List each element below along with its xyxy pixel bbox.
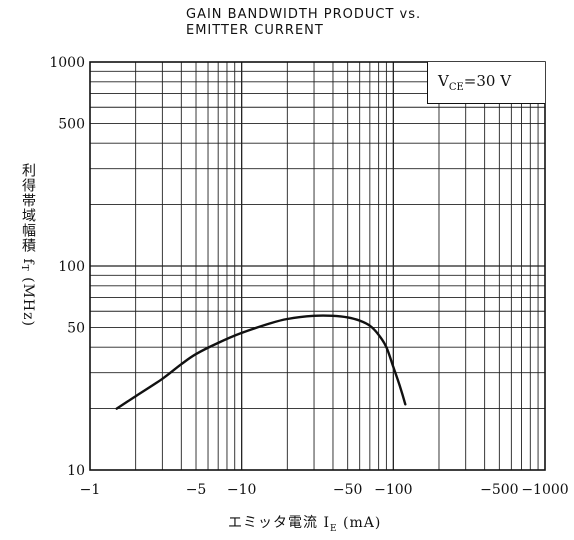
- x-axis-label: エミッタ電流 IE (mA): [228, 512, 381, 534]
- x-axis-label-unit: (mA): [343, 515, 382, 531]
- condition-value: =30 V: [463, 72, 512, 90]
- x-tick-label: −50: [333, 482, 363, 498]
- x-axis-label-main: エミッタ電流 I: [228, 515, 330, 531]
- tick-labels: −1 −5 −10 −50 −100 −500 −1000 10 50 100 500 1000: [49, 55, 568, 498]
- series-group: [115, 314, 407, 410]
- y-axis-label-sub: T: [19, 264, 30, 272]
- chart-title: GAIN BANDWIDTH PRODUCT vs.: [186, 7, 422, 22]
- condition-var: V: [438, 72, 449, 90]
- series-line-0: [115, 314, 407, 410]
- x-axis-label-sub: E: [329, 523, 338, 534]
- condition-annotation: VCE=30 V: [427, 62, 545, 104]
- condition-sub: CE: [448, 82, 464, 93]
- y-tick-label: 50: [67, 320, 85, 336]
- x-tick-label: −5: [186, 482, 207, 498]
- y-tick-label: 1000: [49, 55, 85, 71]
- plot-border: [89, 61, 546, 471]
- y-axis-label-main: 利得帯域幅積 f: [20, 163, 36, 265]
- y-tick-label: 100: [58, 259, 85, 275]
- grid: [90, 62, 545, 470]
- y-axis-label: 利得帯域幅積 fT (MHz): [12, 163, 38, 383]
- x-tick-label: −1: [80, 482, 101, 498]
- y-axis-label-unit: (MHz): [20, 277, 36, 327]
- x-tick-label: −1000: [521, 482, 568, 498]
- plot-frame: [89, 61, 546, 471]
- y-tick-label: 500: [58, 116, 85, 132]
- x-tick-label: −500: [480, 482, 518, 498]
- x-tick-label: −100: [374, 482, 412, 498]
- x-tick-label: −10: [227, 482, 257, 498]
- chart-subtitle: EMITTER CURRENT: [186, 23, 324, 38]
- condition-text: VCE=30 V: [438, 72, 511, 93]
- y-tick-label: 10: [67, 463, 85, 479]
